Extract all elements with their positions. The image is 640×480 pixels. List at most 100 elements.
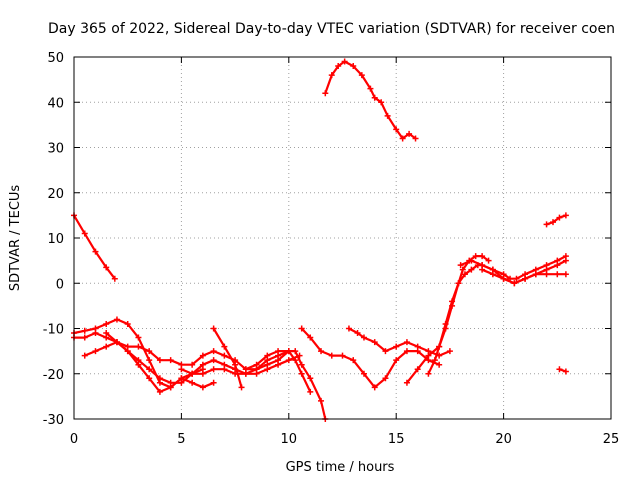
y-tick-label: -30 (43, 413, 64, 428)
data-point (378, 99, 385, 106)
data-point (135, 357, 142, 364)
data-point (81, 352, 88, 359)
data-point (253, 361, 260, 368)
data-point (393, 126, 400, 133)
series-line-arc-2 (72, 318, 204, 389)
y-axis-label: SDTVAR / TECUs (8, 185, 23, 292)
data-point (156, 375, 163, 382)
data-point (485, 257, 492, 264)
data-point (384, 112, 391, 119)
data-point (167, 379, 174, 386)
data-point (431, 357, 438, 364)
data-point (522, 275, 529, 282)
data-point (350, 357, 357, 364)
data-point (103, 343, 110, 350)
data-point (146, 375, 153, 382)
data-point (382, 375, 389, 382)
x-tick-label: 5 (177, 432, 185, 447)
data-point (489, 271, 496, 278)
data-point (360, 370, 367, 377)
data-point (221, 366, 228, 373)
data-point (446, 348, 453, 355)
data-point (556, 366, 563, 373)
data-point (189, 361, 196, 368)
data-point (92, 248, 99, 255)
series-line-arc-8 (244, 350, 312, 393)
data-point (210, 379, 217, 386)
data-point (135, 343, 142, 350)
y-tick-label: 40 (47, 96, 64, 111)
y-tick-label: -20 (43, 368, 64, 383)
data-point (264, 361, 271, 368)
data-point (298, 361, 305, 368)
data-point (554, 257, 561, 264)
data-point (92, 348, 99, 355)
data-point (449, 298, 456, 305)
series-line-arc-14 (459, 255, 568, 280)
x-tick-label: 0 (70, 432, 78, 447)
x-tick-label: 10 (281, 432, 298, 447)
data-point (124, 320, 131, 327)
data-point (292, 348, 299, 355)
series-line-arc-16 (545, 214, 568, 226)
data-point (111, 275, 118, 282)
data-point (167, 357, 174, 364)
data-point (238, 384, 245, 391)
data-point (322, 90, 329, 97)
data-point (292, 357, 299, 364)
y-tick-label: 10 (47, 232, 64, 247)
data-point (412, 135, 419, 142)
data-point (146, 357, 153, 364)
data-point (500, 275, 507, 282)
data-point (367, 85, 374, 92)
data-point (81, 327, 88, 334)
data-point (371, 384, 378, 391)
data-point (199, 352, 206, 359)
data-point (135, 334, 142, 341)
data-point (210, 325, 217, 332)
data-point (103, 320, 110, 327)
y-tick-label: 30 (47, 142, 64, 157)
data-point (335, 63, 342, 70)
data-point (232, 361, 239, 368)
data-point (556, 214, 563, 221)
y-tick-label: 20 (47, 187, 64, 202)
data-point (307, 388, 314, 395)
data-point (457, 262, 464, 269)
data-point (554, 271, 561, 278)
data-point (562, 271, 569, 278)
data-point (393, 343, 400, 350)
data-point (221, 352, 228, 359)
data-point (468, 266, 475, 273)
series-line-arc-11 (324, 60, 417, 140)
data-point (382, 348, 389, 355)
data-point (406, 130, 413, 137)
axis-ticks: 0 5 10 15 20 25 -30 -20 -10 0 10 20 30 40 50 (43, 51, 620, 447)
data-point (307, 334, 314, 341)
data-point (532, 271, 539, 278)
data-point (350, 63, 357, 70)
x-tick-label: 25 (603, 432, 620, 447)
data-point (425, 352, 432, 359)
y-tick-label: 0 (56, 277, 64, 292)
x-tick-label: 20 (495, 432, 512, 447)
y-tick-label: 50 (47, 51, 64, 66)
data-point (399, 135, 406, 142)
data-point (189, 370, 196, 377)
data-point (513, 275, 520, 282)
grid (74, 57, 611, 419)
series-line-arc-1 (72, 214, 116, 280)
data-point (146, 366, 153, 373)
data-point (156, 388, 163, 395)
data-point (455, 280, 462, 287)
data-point (562, 253, 569, 260)
data-point (403, 379, 410, 386)
data-point (81, 334, 88, 341)
data-point (210, 357, 217, 364)
data-point (199, 384, 206, 391)
data-point (103, 330, 110, 337)
data-point (436, 343, 443, 350)
data-point (403, 348, 410, 355)
data-point (403, 339, 410, 346)
data-point (459, 266, 466, 273)
